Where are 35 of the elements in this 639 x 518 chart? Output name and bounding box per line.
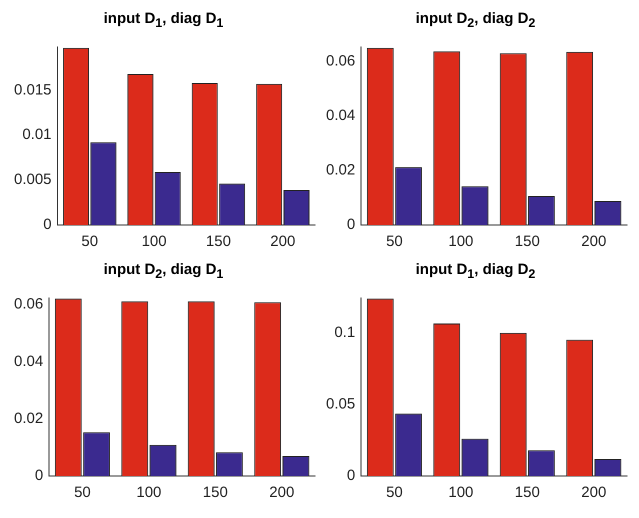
y-tick-label: 0.01 — [22, 126, 52, 144]
x-tick-label: 100 — [136, 484, 162, 502]
y-tick-label: 0 — [34, 467, 44, 484]
x-tick-label: 150 — [514, 484, 540, 502]
x-tick-label: 50 — [386, 484, 403, 502]
x-tick-label: 50 — [74, 484, 91, 502]
chart-title: input D$_{1}$, diag D$_{2}$ — [414, 260, 536, 283]
y-tick-label: 0.005 — [14, 171, 52, 188]
x-tick-label: 200 — [269, 484, 294, 502]
y-tick-label: 0.1 — [334, 324, 356, 342]
x-tick-label: 150 — [202, 484, 228, 502]
x-tick-label: 150 — [514, 233, 540, 250]
y-tick-label: 0.06 — [14, 296, 44, 313]
y-tick-label: 0 — [346, 467, 356, 484]
y-tick-label: 0.015 — [14, 81, 52, 98]
x-tick-label: 100 — [448, 484, 474, 502]
y-tick-label: 0 — [43, 216, 52, 234]
x-tick-label: 50 — [386, 233, 403, 250]
chart-title: input D$_{2}$, diag D$_{1}$ — [102, 260, 224, 283]
y-tick-label: 0 — [346, 216, 356, 234]
x-tick-label: 200 — [270, 233, 296, 250]
y-tick-label: 0.04 — [14, 352, 44, 370]
x-tick-label: 50 — [81, 233, 98, 250]
x-tick-label: 200 — [581, 233, 606, 250]
chart-title: input D$_{2}$, diag D$_{2}$ — [414, 9, 536, 32]
x-tick-label: 150 — [206, 233, 231, 250]
y-tick-label: 0.06 — [326, 52, 356, 70]
x-tick-label: 100 — [448, 233, 474, 250]
y-tick-label: 0.02 — [326, 162, 356, 179]
y-tick-label: 0.04 — [326, 106, 356, 124]
x-tick-label: 100 — [142, 233, 167, 250]
x-tick-label: 200 — [581, 484, 606, 502]
chart-title: input D$_{1}$, diag D$_{1}$ — [102, 9, 224, 32]
y-tick-label: 0.02 — [14, 410, 44, 427]
y-tick-label: 0.05 — [326, 396, 356, 413]
